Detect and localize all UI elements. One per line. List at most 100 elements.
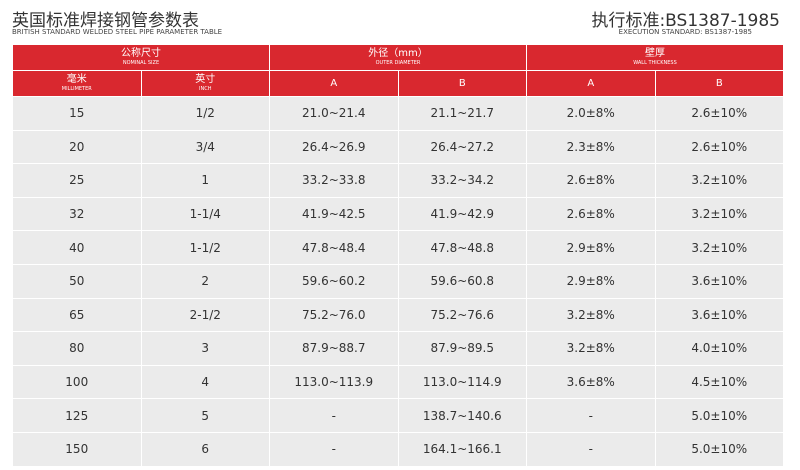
cell: 3.2±10% (655, 197, 783, 231)
data-row: 25 1 33.2~33.8 33.2~34.2 2.6±8% 3.2±10% (13, 164, 783, 197)
column-header-sublabel: MILLIMETER (61, 86, 92, 92)
cell: 4.0±10% (655, 332, 783, 365)
cell: - (270, 432, 398, 466)
column-header: 英寸 INCH (141, 71, 269, 96)
parameter-table: 公称尺寸 NOMINAL SIZE 外径（mm） OUTER DIAMETER 壁厚 WA… (12, 44, 784, 467)
cell: 2.3±8% (527, 130, 655, 164)
cell: 5 (141, 399, 269, 432)
cell: 50 (13, 264, 141, 298)
column-header-label: B (715, 77, 723, 89)
group-header-sublabel: NOMINAL SIZE (122, 60, 160, 66)
cell: 125 (13, 399, 141, 432)
cell: - (527, 399, 655, 432)
cell: 100 (13, 365, 141, 399)
cell: 3.2±8% (527, 298, 655, 332)
cell: 3.2±10% (655, 164, 783, 197)
cell: 87.9~88.7 (270, 332, 398, 365)
cell: 59.6~60.8 (398, 264, 526, 298)
group-header-label: 公称尺寸 (121, 48, 161, 59)
cell: 5.0±10% (655, 432, 783, 466)
cell: - (270, 399, 398, 432)
cell: 2.6±8% (527, 197, 655, 231)
cell: 41.9~42.9 (398, 197, 526, 231)
cell: 2.0±8% (527, 97, 655, 130)
cell: 87.9~89.5 (398, 332, 526, 365)
cell: 2.6±10% (655, 97, 783, 130)
column-header-label: A (330, 77, 338, 89)
cell: 65 (13, 298, 141, 332)
data-row: 20 3/4 26.4~26.9 26.4~27.2 2.3±8% 2.6±10% (13, 130, 783, 164)
group-header: 公称尺寸 NOMINAL SIZE (13, 45, 269, 70)
cell: 75.2~76.0 (270, 298, 398, 332)
data-row: 32 1-1/4 41.9~42.5 41.9~42.9 2.6±8% 3.2±10% (13, 197, 783, 231)
cell: 33.2~34.2 (398, 164, 526, 197)
cell: 32 (13, 197, 141, 231)
cell: 2.9±8% (527, 231, 655, 264)
cell: 138.7~140.6 (398, 399, 526, 432)
data-row: 65 2-1/2 75.2~76.0 75.2~76.6 3.2±8% 3.6±10% (13, 298, 783, 332)
cell: 2.9±8% (527, 264, 655, 298)
group-header-label: 壁厚 (645, 48, 665, 59)
data-row: 40 1-1/2 47.8~48.4 47.8~48.8 2.9±8% 3.2±10% (13, 231, 783, 264)
cell: 1-1/2 (141, 231, 269, 264)
cell: 4 (141, 365, 269, 399)
column-header-label: A (587, 77, 595, 89)
column-header: B (398, 71, 526, 96)
data-row: 80 3 87.9~88.7 87.9~89.5 3.2±8% 4.0±10% (13, 332, 783, 365)
group-header: 外径（mm） OUTER DIAMETER (270, 45, 526, 70)
column-header: B (655, 71, 783, 96)
cell: 3.6±8% (527, 365, 655, 399)
standard-en: EXECUTION STANDARD: BS1387-1985 (618, 28, 752, 36)
cell: 26.4~26.9 (270, 130, 398, 164)
cell: 1/2 (141, 97, 269, 130)
cell: - (527, 432, 655, 466)
column-header-sublabel: INCH (199, 86, 212, 92)
cell: 21.0~21.4 (270, 97, 398, 130)
cell: 3/4 (141, 130, 269, 164)
title: 英国标准焊接钢管参数表 (12, 11, 199, 31)
group-header-sublabel: OUTER DIAMETER (375, 60, 421, 66)
data-row: 15 1/2 21.0~21.4 21.1~21.7 2.0±8% 2.6±10% (13, 97, 783, 130)
cell: 75.2~76.6 (398, 298, 526, 332)
cell: 26.4~27.2 (398, 130, 526, 164)
cell: 4.5±10% (655, 365, 783, 399)
cell: 113.0~113.9 (270, 365, 398, 399)
cell: 1-1/4 (141, 197, 269, 231)
column-header-label: 毫米 (66, 74, 87, 85)
cell: 25 (13, 164, 141, 197)
group-header: 壁厚 WALL THICKNESS (527, 45, 783, 70)
cell: 20 (13, 130, 141, 164)
cell: 5.0±10% (655, 399, 783, 432)
column-header-row: 毫米 MILLIMETER 英寸 INCH A B A B (13, 71, 783, 96)
group-header-sublabel: WALL THICKNESS (633, 60, 677, 66)
cell: 40 (13, 231, 141, 264)
cell: 3.6±10% (655, 298, 783, 332)
column-header: A (527, 71, 655, 96)
cell: 3.2±8% (527, 332, 655, 365)
column-header: A (270, 71, 398, 96)
subtitle: BRITISH STANDARD WELDED STEEL PIPE PARAM… (12, 28, 223, 36)
group-header-row: 公称尺寸 NOMINAL SIZE 外径（mm） OUTER DIAMETER 壁厚 WA… (13, 45, 783, 70)
cell: 3.2±10% (655, 231, 783, 264)
cell: 59.6~60.2 (270, 264, 398, 298)
cell: 113.0~114.9 (398, 365, 526, 399)
cell: 2.6±8% (527, 164, 655, 197)
cell: 15 (13, 97, 141, 130)
cell: 2-1/2 (141, 298, 269, 332)
data-row: 150 6-164.1~166.1-5.0±10% (13, 432, 783, 466)
column-header-label: B (458, 77, 466, 89)
column-header-label: 英寸 (195, 74, 216, 85)
cell: 150 (13, 432, 141, 466)
group-header-label: 外径（mm） (368, 48, 428, 59)
cell: 2.6±10% (655, 130, 783, 164)
cell: 21.1~21.7 (398, 97, 526, 130)
cell: 3.6±10% (655, 264, 783, 298)
cell: 2 (141, 264, 269, 298)
cell: 47.8~48.8 (398, 231, 526, 264)
cell: 33.2~33.8 (270, 164, 398, 197)
standard: 执行标准:BS1387-1985 (591, 11, 780, 31)
cell: 3 (141, 332, 269, 365)
cell: 6 (141, 432, 269, 466)
cell: 47.8~48.4 (270, 231, 398, 264)
